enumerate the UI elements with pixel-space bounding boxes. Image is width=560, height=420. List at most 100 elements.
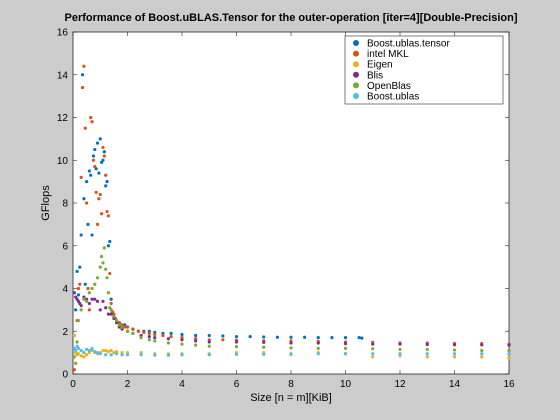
data-point bbox=[95, 351, 100, 355]
data-point bbox=[343, 342, 348, 346]
data-point bbox=[93, 165, 97, 169]
data-point bbox=[131, 331, 135, 335]
data-point bbox=[89, 173, 93, 177]
data-point bbox=[289, 346, 293, 350]
data-point bbox=[136, 329, 140, 333]
data-point bbox=[139, 336, 143, 340]
data-point bbox=[78, 282, 82, 286]
data-point bbox=[104, 353, 108, 357]
data-point bbox=[74, 348, 78, 353]
data-point bbox=[90, 233, 94, 237]
data-point bbox=[87, 291, 91, 295]
data-point bbox=[76, 286, 81, 291]
data-point bbox=[109, 353, 113, 357]
data-point bbox=[104, 173, 108, 177]
data-point bbox=[147, 334, 151, 339]
data-point bbox=[343, 346, 348, 350]
data-point bbox=[85, 180, 89, 184]
data-point bbox=[316, 336, 320, 340]
data-point bbox=[507, 356, 511, 360]
data-point bbox=[480, 352, 484, 356]
data-point bbox=[343, 352, 348, 356]
data-point bbox=[105, 180, 109, 184]
data-point bbox=[161, 333, 165, 338]
data-point bbox=[104, 306, 108, 310]
chart-title: Performance of Boost.uBLAS.Tensor for th… bbox=[65, 12, 518, 24]
data-point bbox=[262, 345, 266, 349]
legend-marker bbox=[353, 40, 359, 46]
data-point bbox=[262, 335, 266, 339]
data-point bbox=[275, 335, 279, 339]
data-point bbox=[120, 353, 124, 357]
data-point bbox=[102, 246, 106, 250]
data-point bbox=[104, 267, 108, 271]
data-point bbox=[79, 308, 83, 312]
data-point bbox=[105, 209, 109, 214]
data-point bbox=[100, 254, 104, 259]
data-point bbox=[80, 85, 85, 90]
data-point bbox=[371, 355, 375, 359]
data-point bbox=[169, 331, 173, 335]
data-point bbox=[98, 265, 102, 269]
data-point bbox=[207, 333, 211, 338]
data-point bbox=[79, 175, 83, 179]
data-point bbox=[95, 299, 100, 303]
data-point bbox=[93, 147, 97, 152]
data-point bbox=[115, 352, 119, 356]
data-point bbox=[94, 190, 98, 194]
x-axis-ticks: 0 2 4 6 8 10 12 14 16 bbox=[70, 32, 515, 390]
data-point bbox=[234, 334, 239, 339]
data-point bbox=[106, 214, 111, 218]
data-point bbox=[100, 212, 104, 216]
data-point bbox=[316, 346, 320, 350]
data-point bbox=[125, 325, 130, 329]
legend-entry: Boost.ublas.tensor bbox=[367, 39, 450, 50]
data-point bbox=[166, 353, 170, 357]
y-tick-label: 8 bbox=[62, 199, 68, 210]
data-point bbox=[93, 297, 97, 301]
data-point bbox=[425, 352, 429, 356]
data-point bbox=[153, 353, 157, 357]
data-point bbox=[85, 201, 89, 205]
data-point bbox=[425, 347, 429, 352]
data-point bbox=[117, 323, 121, 327]
data-point bbox=[452, 352, 457, 356]
data-point bbox=[166, 337, 170, 341]
data-point bbox=[97, 197, 101, 201]
data-point bbox=[76, 346, 81, 350]
data-point bbox=[207, 353, 211, 357]
data-point bbox=[106, 312, 111, 316]
y-tick-label: 10 bbox=[57, 156, 69, 167]
data-point bbox=[76, 318, 81, 323]
data-point bbox=[425, 342, 429, 347]
data-point bbox=[106, 349, 111, 354]
data-point bbox=[112, 351, 116, 355]
data-point bbox=[371, 352, 375, 356]
data-point bbox=[357, 336, 361, 340]
data-point bbox=[74, 308, 78, 312]
data-point bbox=[153, 339, 157, 343]
data-point bbox=[86, 286, 90, 291]
data-point bbox=[98, 352, 102, 356]
x-tick-label: 0 bbox=[70, 379, 76, 390]
y-tick-label: 12 bbox=[57, 113, 69, 124]
legend-entry: intel MKL bbox=[367, 49, 409, 60]
data-point bbox=[83, 126, 87, 130]
y-tick-label: 4 bbox=[62, 284, 68, 295]
data-point bbox=[480, 348, 484, 353]
x-tick-label: 12 bbox=[394, 379, 406, 390]
data-point bbox=[101, 261, 105, 265]
data-point bbox=[109, 297, 113, 301]
legend-marker bbox=[353, 61, 359, 68]
data-point bbox=[147, 331, 151, 335]
data-point bbox=[316, 352, 320, 356]
data-point bbox=[82, 351, 86, 355]
data-point bbox=[82, 197, 86, 201]
data-point bbox=[343, 336, 348, 340]
data-point bbox=[87, 348, 91, 353]
data-point bbox=[507, 352, 511, 356]
data-point bbox=[82, 297, 86, 301]
data-point bbox=[90, 297, 94, 301]
data-point bbox=[480, 343, 484, 347]
data-point bbox=[106, 291, 111, 295]
